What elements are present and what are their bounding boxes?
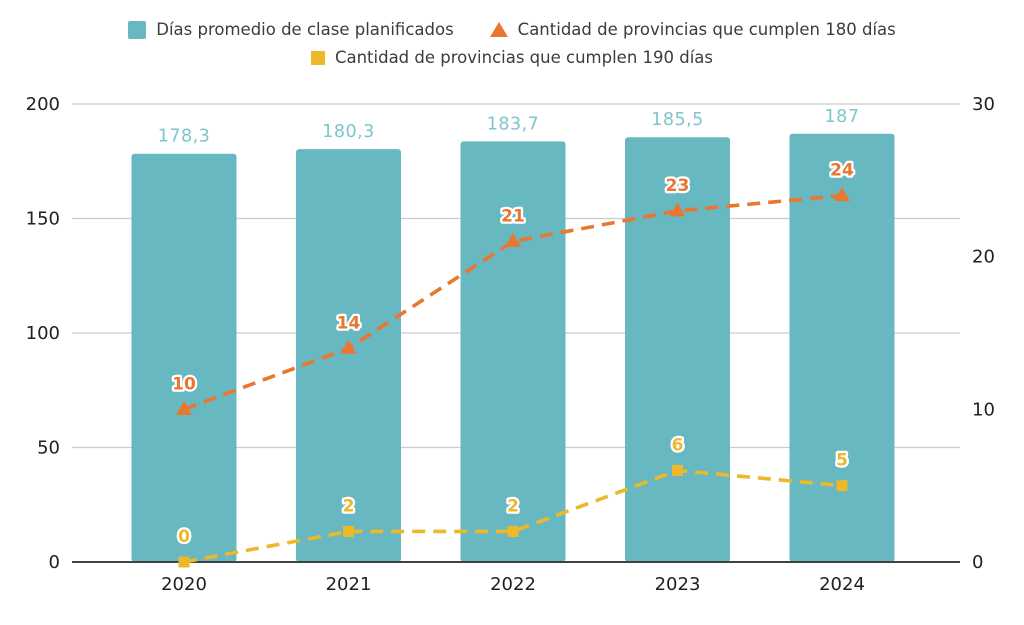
- triangle-marker-2022: [505, 232, 521, 247]
- line-190-value-label-2020: 0: [178, 527, 190, 547]
- line-180-value-label-2024: 24: [830, 161, 854, 181]
- dashed-line-190: [183, 468, 843, 564]
- y-axis-tick-right: 0: [972, 552, 983, 573]
- line-180-value-label-2023: 23: [666, 176, 690, 196]
- bar-value-label-2022: 183,7: [487, 114, 540, 134]
- x-axis-label-2023: 2023: [655, 574, 701, 595]
- y-axis-tick-left: 150: [26, 209, 60, 230]
- legend-item-bar-series: Días promedio de clase planificados: [128, 20, 454, 40]
- y-axis-tick-right: 20: [972, 247, 995, 268]
- y-axis-tick-right: 10: [972, 399, 995, 420]
- line-190-value-label-2021: 2: [343, 496, 355, 516]
- bar-series-swatch-icon: [128, 20, 147, 39]
- line-180-value-label-2020: 10: [172, 374, 196, 394]
- y-axis-tick-left: 200: [26, 94, 60, 115]
- legend-label-bar-series: Días promedio de clase planificados: [156, 20, 454, 39]
- triangle-marker-2021: [340, 339, 357, 354]
- y-axis-tick-left: 50: [37, 438, 60, 459]
- square-marker-2021: [343, 525, 354, 537]
- bar-2022: [460, 141, 566, 562]
- x-axis-label-2024: 2024: [819, 574, 865, 595]
- square-marker-2022: [507, 525, 519, 537]
- y-axis-tick-left: 100: [26, 323, 60, 344]
- line-180-value-label-2021: 14: [337, 313, 361, 333]
- square-marker-2024: [836, 480, 848, 492]
- bar-value-label-2023: 185,5: [651, 110, 704, 130]
- triangle-marker-2023: [669, 202, 686, 217]
- legend-label-line-190: Cantidad de provincias que cumplen 190 d…: [334, 47, 714, 67]
- triangle-marker-2020: [176, 400, 192, 415]
- chart-legend: Días promedio de clase planificados Cant…: [0, 20, 1024, 68]
- y-axis-tick-right: 30: [972, 94, 995, 115]
- bar-value-label-2024: 187: [825, 107, 860, 127]
- line-190-value-label-2022: 2: [507, 496, 519, 516]
- x-axis-label-2020: 2020: [161, 574, 207, 595]
- square-marker-swatch-icon: [310, 50, 325, 65]
- triangle-marker-2024: [834, 187, 850, 202]
- bar-2023: [625, 137, 730, 562]
- line-190-value-label-2023: 6: [672, 435, 684, 455]
- x-axis-label-2022: 2022: [490, 574, 536, 595]
- square-marker-2020: [178, 556, 190, 568]
- bar-value-label-2021: 180,3: [322, 122, 375, 142]
- line-190-value-label-2024: 5: [836, 451, 848, 471]
- legend-label-line-180: Cantidad de provincias que cumplen 180 d…: [517, 20, 896, 39]
- bar-2024: [789, 133, 895, 562]
- bar-value-label-2020: 178,3: [158, 127, 211, 147]
- dashed-line-180: [183, 193, 843, 412]
- triangle-marker-swatch-icon: [489, 22, 508, 38]
- bar-2021: [296, 149, 401, 562]
- bar-2020: [131, 153, 237, 562]
- line-180-value-label-2022: 21: [501, 206, 525, 226]
- legend-item-line-190: Cantidad de provincias que cumplen 190 d…: [310, 47, 714, 68]
- y-axis-tick-left: 0: [49, 552, 60, 573]
- x-axis-label-2021: 2021: [326, 574, 372, 595]
- square-marker-2023: [672, 464, 683, 476]
- legend-item-line-180: Cantidad de provincias que cumplen 180 d…: [489, 20, 896, 40]
